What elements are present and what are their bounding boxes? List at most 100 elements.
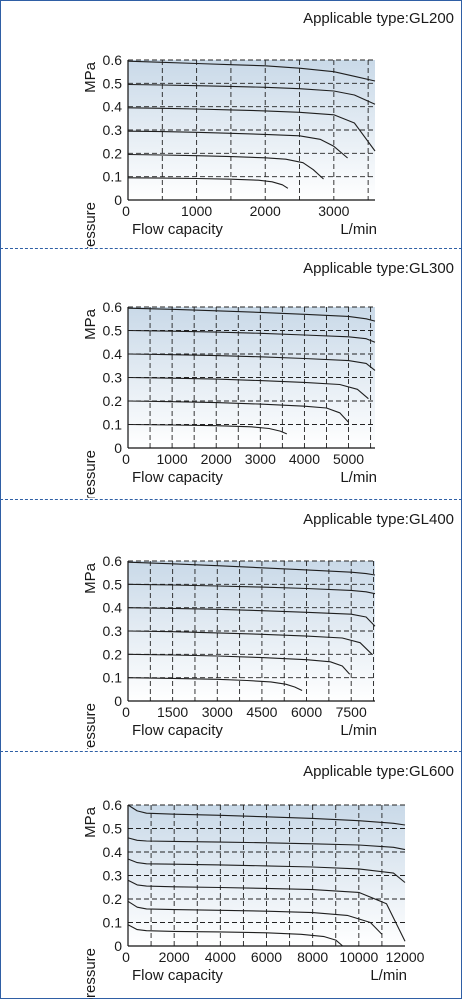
y-axis-unit: MPa — [82, 562, 99, 594]
pressure-curve — [127, 607, 376, 627]
x-tick-label: 0 — [122, 704, 130, 720]
pressure-curve — [127, 804, 406, 826]
x-tick-label: 1000 — [157, 451, 188, 467]
x-axis-unit: L/min — [340, 469, 377, 486]
chart-svg: 0 0.1 0.2 0.3 0.4 0.5 0.6 0 2000 4000 6000 8000 1000… — [82, 797, 425, 999]
pressure-curve — [127, 353, 376, 371]
pressure-curve — [127, 653, 351, 675]
y-tick-label: 0.2 — [103, 145, 123, 161]
x-tick-label: 4000 — [205, 949, 236, 965]
y-tick-label: 0.6 — [103, 52, 123, 68]
y-tick-label: 0.3 — [103, 370, 123, 386]
x-tick-label: 3000 — [318, 203, 349, 219]
pressure-curve — [127, 153, 324, 180]
y-tick-label: 0.6 — [103, 553, 123, 569]
x-tick-label: 3000 — [245, 451, 276, 467]
chart-panel-gl300: Applicable type:GL300 0 0.1 0.2 0.3 0.4 0.5 0.… — [0, 250, 462, 498]
chart-title: Applicable type:GL300 — [303, 260, 454, 277]
pressure-curve — [127, 307, 376, 322]
y-tick-label: 0.5 — [103, 821, 123, 837]
chart-svg: 0 0.1 0.2 0.3 0.4 0.5 0.6 0 1500 3000 4500 6000 7500… — [82, 553, 377, 749]
x-axis-label: Flow capacity — [132, 967, 223, 984]
pressure-curve — [127, 130, 348, 159]
y-tick-label: 0.6 — [103, 299, 123, 315]
y-tick-label: 0.4 — [103, 346, 123, 362]
x-tick-label: 6000 — [291, 704, 322, 720]
y-tick-label: 0.5 — [103, 75, 123, 91]
x-axis-unit: L/min — [370, 967, 407, 984]
x-tick-label: 2000 — [201, 451, 232, 467]
y-tick-label: 0.2 — [103, 393, 123, 409]
pressure-curve — [127, 423, 288, 435]
pressure-curve — [127, 858, 406, 883]
chart-panel-gl600: Applicable type:GL600 0 0.1 0.2 0.3 0.4 0.5 0.… — [0, 753, 462, 1001]
y-tick-label: 0.4 — [103, 844, 123, 860]
pressure-curve — [127, 677, 303, 691]
y-tick-label: 0 — [114, 440, 122, 456]
y-axis-label: Outlet pressure — [82, 703, 99, 749]
y-tick-label: 0.1 — [103, 915, 123, 931]
pressure-curve — [127, 837, 406, 851]
x-axis-unit: L/min — [340, 722, 377, 739]
x-tick-label: 2000 — [250, 203, 281, 219]
y-axis-unit: MPa — [82, 806, 99, 838]
x-tick-label: 6000 — [251, 949, 282, 965]
pressure-curve — [127, 376, 369, 400]
pressure-curve — [127, 329, 376, 343]
pressure-curve — [127, 583, 376, 595]
pressure-curve — [127, 900, 383, 935]
y-tick-label: 0 — [114, 192, 122, 208]
y-axis-label: Outlet pressure — [82, 202, 99, 248]
x-tick-label: 1500 — [157, 704, 188, 720]
y-tick-label: 0.1 — [103, 670, 123, 686]
y-axis-label: Outlet pressure — [82, 948, 99, 999]
y-tick-label: 0.5 — [103, 323, 123, 339]
y-tick-label: 0.4 — [103, 600, 123, 616]
y-tick-label: 0.3 — [103, 868, 123, 884]
x-tick-label: 0 — [122, 451, 130, 467]
y-axis-label: Outlet pressure — [82, 450, 99, 498]
x-tick-label: 1000 — [181, 203, 212, 219]
chart-panel-gl200: Applicable type:GL200 0 0.1 0.2 0.3 0.4 0.5 0.… — [0, 0, 462, 248]
x-tick-label: 5000 — [333, 451, 364, 467]
pressure-curve — [127, 879, 406, 942]
x-axis-unit: L/min — [340, 221, 377, 238]
chart-title: Applicable type:GL600 — [303, 763, 454, 780]
y-tick-label: 0.3 — [103, 623, 123, 639]
y-axis-unit: MPa — [82, 61, 99, 93]
y-tick-label: 0.1 — [103, 417, 123, 433]
y-tick-label: 0.4 — [103, 99, 123, 115]
x-tick-label: 10000 — [339, 949, 378, 965]
x-tick-label: 8000 — [297, 949, 328, 965]
x-tick-label: 3000 — [202, 704, 233, 720]
x-tick-label: 2000 — [159, 949, 190, 965]
chart-svg: 0 0.1 0.2 0.3 0.4 0.5 0.6 0 1000 2000 3000 Flow cap… — [82, 52, 377, 248]
pressure-curve — [127, 561, 376, 576]
panel-divider — [0, 248, 462, 249]
y-axis-unit: MPa — [82, 308, 99, 340]
panel-divider — [0, 751, 462, 752]
x-tick-label: 0 — [122, 949, 130, 965]
y-tick-label: 0.1 — [103, 169, 123, 185]
y-tick-label: 0.6 — [103, 797, 123, 813]
x-axis-label: Flow capacity — [132, 221, 223, 238]
pressure-curve — [127, 177, 289, 189]
y-tick-label: 0.2 — [103, 646, 123, 662]
y-tick-label: 0.5 — [103, 576, 123, 592]
x-axis-label: Flow capacity — [132, 469, 223, 486]
chart-title: Applicable type:GL200 — [303, 10, 454, 27]
y-tick-label: 0 — [114, 693, 122, 709]
x-tick-label: 12000 — [386, 949, 425, 965]
chart-title: Applicable type:GL400 — [303, 511, 454, 528]
y-tick-label: 0.2 — [103, 891, 123, 907]
pressure-curve — [127, 83, 376, 105]
x-tick-label: 4000 — [289, 451, 320, 467]
panel-divider — [0, 499, 462, 500]
chart-svg: 0 0.1 0.2 0.3 0.4 0.5 0.6 0 1000 2000 3000 4000 5000… — [82, 299, 377, 498]
pressure-curve — [127, 400, 349, 423]
pressure-curve — [127, 107, 376, 152]
chart-panel-gl400: Applicable type:GL400 0 0.1 0.2 0.3 0.4 0.5 0.… — [0, 501, 462, 749]
pressure-curve — [127, 60, 376, 82]
x-tick-label: 0 — [122, 203, 130, 219]
x-tick-label: 4500 — [246, 704, 277, 720]
